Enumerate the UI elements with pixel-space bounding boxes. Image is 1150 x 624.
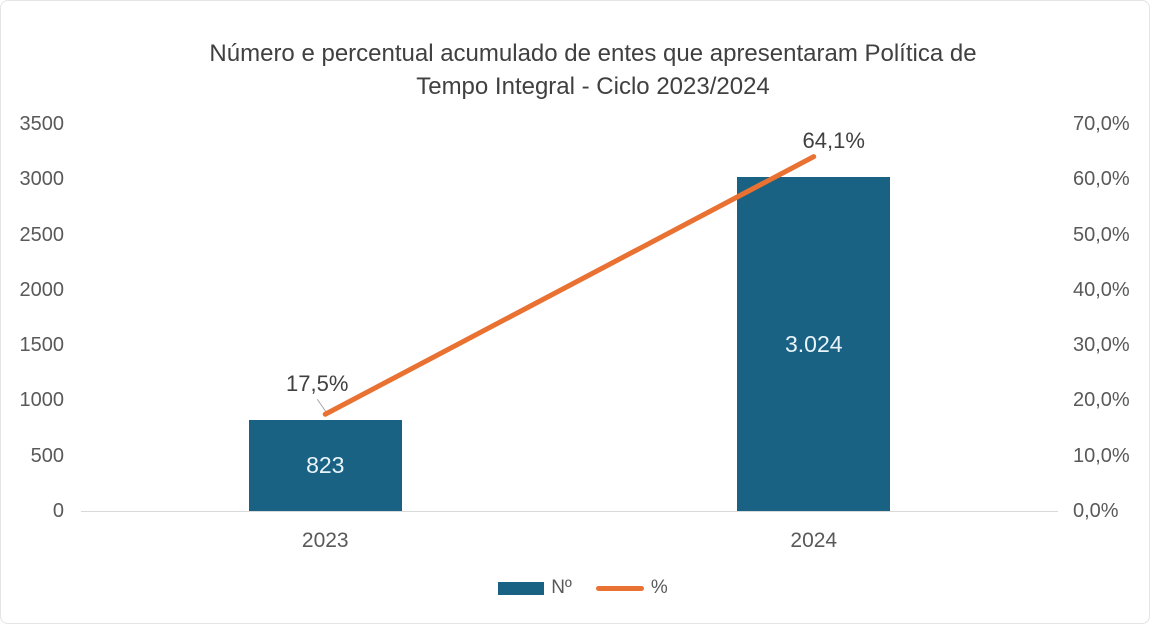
y-axis-tick-label-right: 70,0% xyxy=(1073,113,1130,135)
bar-series-swatch-icon xyxy=(498,581,545,595)
legend-item-bar-series: Nº xyxy=(498,577,572,599)
y-axis-tick-label-left: 0 xyxy=(52,500,64,522)
y-axis-tick-label-right: 0,0% xyxy=(1073,500,1119,522)
legend: Nº % xyxy=(9,577,1150,599)
bar-2023 xyxy=(248,419,402,511)
line-point-label: 17,5% xyxy=(286,371,349,397)
y-axis-tick-label-left: 1000 xyxy=(19,389,65,412)
y-axis-tick-label-right: 10,0% xyxy=(1073,444,1130,467)
y-axis-tick-label-right: 40,0% xyxy=(1073,278,1130,301)
chart-title: Número e percentual acumulado de entes q… xyxy=(19,37,1150,103)
y-axis-tick-label-left: 3500 xyxy=(19,113,65,135)
y-axis-tick-label-left: 500 xyxy=(30,444,64,467)
chart-title-line2: Tempo Integral - Ciclo 2023/2024 xyxy=(416,73,770,100)
y-axis-tick-label-left: 2500 xyxy=(19,223,65,246)
y-axis-tick-label-right: 30,0% xyxy=(1073,334,1130,357)
y-axis-tick-label-right: 60,0% xyxy=(1073,168,1130,191)
legend-line-label: % xyxy=(650,577,668,598)
legend-bar-label: Nº xyxy=(551,577,572,598)
line-point-label: 64,1% xyxy=(802,127,865,153)
chart-title-line1: Número e percentual acumulado de entes q… xyxy=(209,40,977,67)
x-axis-line xyxy=(81,511,1058,512)
y-axis-tick-label-right: 20,0% xyxy=(1073,389,1130,412)
y-axis-tick-label-left: 1500 xyxy=(19,334,65,357)
bar-value-label: 823 xyxy=(306,452,345,479)
x-axis-category-label: 2024 xyxy=(790,529,838,552)
y-axis-tick-label-left: 2000 xyxy=(19,278,65,301)
legend-item-line-series: % xyxy=(595,577,668,599)
y-axis-tick-label-right: 50,0% xyxy=(1073,223,1130,246)
line-series-swatch-icon xyxy=(595,585,644,591)
percent-label-leader-line xyxy=(316,398,327,413)
bar-value-label: 3.024 xyxy=(784,330,843,357)
y-axis-tick-label-left: 3000 xyxy=(19,168,65,191)
x-axis-category-label: 2023 xyxy=(301,529,349,552)
